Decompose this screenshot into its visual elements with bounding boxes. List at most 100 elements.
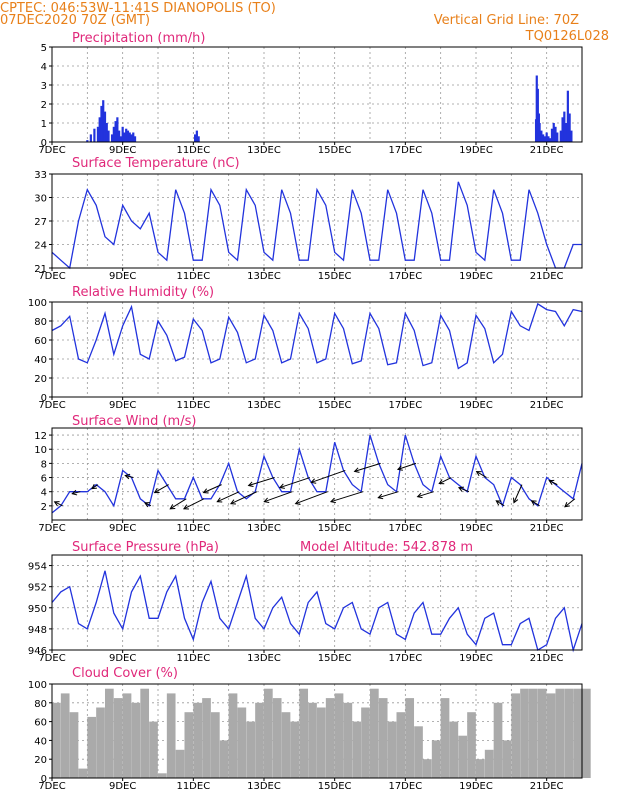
wind-arrow-head — [530, 500, 537, 506]
wind-arrow — [54, 501, 63, 507]
precip-bar — [103, 111, 107, 142]
cloud-title: Cloud Cover (%) — [72, 666, 178, 681]
rh-series-line — [51, 302, 583, 370]
cloud-bar — [449, 721, 459, 778]
wind-arrow-head — [229, 499, 236, 505]
temp-frame — [51, 173, 583, 269]
precip-bar — [114, 121, 117, 142]
wind-arrow — [439, 477, 452, 484]
precip-bar — [102, 100, 105, 142]
wind-xtick-label: 21DEC — [530, 523, 564, 534]
cloud-bar — [361, 707, 370, 778]
precip-bar — [568, 113, 571, 142]
wind-arrow-head — [263, 497, 270, 503]
header-grid-line: Vertical Grid Line: 70Z — [434, 13, 579, 28]
cloud-bar — [228, 693, 238, 778]
cloud-bar — [69, 712, 79, 778]
cloud-ytick-label: 20 — [34, 755, 47, 766]
press-xtick-label: 11DEC — [176, 653, 210, 664]
wind-arrow-head — [475, 471, 482, 477]
cloud-bar — [237, 707, 247, 778]
rh-ytick-label: 100 — [28, 298, 47, 309]
cloud-bar — [113, 698, 123, 778]
cloud-bar — [423, 759, 432, 778]
wind-arrow-head — [202, 488, 209, 494]
cloud-bar — [87, 716, 97, 778]
temp-ytick-label: 24 — [34, 241, 47, 252]
cloud-bar — [78, 768, 88, 778]
precip-bar — [556, 132, 559, 142]
cloud-bar — [387, 721, 397, 778]
precip-bar — [570, 130, 573, 142]
wind-arrow-head — [396, 465, 403, 471]
precip-panel: 0 1 2 3 4 5 7DEC 9DEC 11DEC 13DEC 15DEC 17DEC 19DEC 2… — [38, 43, 583, 156]
precip-bar — [559, 130, 562, 142]
cloud-frame — [51, 683, 583, 779]
rh-xtick-label: 9DEC — [109, 400, 136, 411]
wind-ytick-label: 10 — [34, 445, 47, 456]
temp-ytick-label: 33 — [34, 170, 47, 181]
press-xtick-label: 7DEC — [38, 653, 65, 664]
wind-arrow — [417, 491, 434, 498]
temp-ytick-label: 21 — [34, 264, 47, 275]
cloud-bar — [52, 702, 61, 778]
wind-arrow — [378, 491, 399, 499]
cloud-xtick-label: 15DEC — [318, 781, 352, 792]
temp-xtick-label: 19DEC — [459, 271, 493, 282]
press-xtick-label: 19DEC — [459, 653, 493, 664]
precip-bar — [93, 128, 96, 142]
wind-arrow-head — [353, 467, 360, 473]
temp-title: Surface Temperature (nC) — [72, 156, 240, 171]
cloud-bar — [264, 688, 273, 778]
cloud-bar — [414, 726, 423, 778]
cloud-bar — [272, 698, 282, 778]
precip-bar — [105, 123, 108, 142]
wind-xtick-label: 7DEC — [38, 523, 65, 534]
precip-bar — [100, 105, 103, 142]
wind-arrow — [330, 491, 364, 503]
wind-arrow-head — [53, 501, 60, 507]
cloud-bar — [582, 688, 591, 778]
precip-bar — [552, 123, 555, 142]
wind-title: Surface Wind (m/s) — [72, 414, 196, 429]
press-xtick-label: 13DEC — [247, 653, 281, 664]
wind-arrow-head — [495, 500, 502, 506]
cloud-bar — [537, 688, 547, 778]
precip-bar — [545, 132, 548, 142]
wind-arrow-head — [548, 479, 555, 486]
cloud-xtick-label: 21DEC — [530, 781, 564, 792]
precip-bar — [123, 132, 126, 142]
header-location: CPTEC: 046:53W-11:41S DIANOPOLIS (TO) — [0, 1, 276, 16]
rh-panel: 0 20 40 60 80 100 7DEC 9DEC 11DEC 13DEC 15DEC 17DEC… — [28, 298, 583, 411]
wind-frame — [51, 427, 583, 521]
cloud-bar — [166, 693, 176, 778]
wind-arrow-head — [329, 497, 336, 504]
cloud-bar — [440, 698, 450, 778]
precip-bar — [86, 140, 89, 142]
header-date: 07DEC2020 70Z (GMT) — [0, 13, 150, 28]
wind-arrow — [295, 491, 328, 505]
rh-ytick-label: 60 — [34, 336, 47, 347]
precip-bar — [128, 132, 131, 142]
rh-xtick-label: 17DEC — [388, 400, 422, 411]
wind-arrow — [230, 491, 258, 505]
cloud-bar — [184, 712, 194, 778]
precip-bar — [107, 130, 110, 142]
cloud-bar — [334, 693, 344, 778]
wind-arrow — [279, 477, 311, 489]
wind-arrow — [203, 484, 222, 494]
wind-arrow — [476, 471, 487, 478]
cloud-bar — [105, 688, 114, 778]
cloud-bar — [96, 707, 105, 778]
cloud-panel: 0 20 40 60 80 100 7DEC 9DEC 11DEC 13DEC 15DEC 17DEC… — [28, 680, 591, 792]
cloud-xtick-label: 7DEC — [38, 781, 65, 792]
wind-arrow — [144, 502, 152, 507]
cloud-bar — [396, 712, 406, 778]
wind-xtick-label: 11DEC — [176, 523, 210, 534]
precip-bar — [96, 126, 100, 142]
cloud-bar — [158, 773, 167, 778]
wind-ytick-label: 2 — [41, 502, 47, 513]
precip-bar — [195, 130, 198, 142]
wind-arrow — [458, 487, 470, 493]
